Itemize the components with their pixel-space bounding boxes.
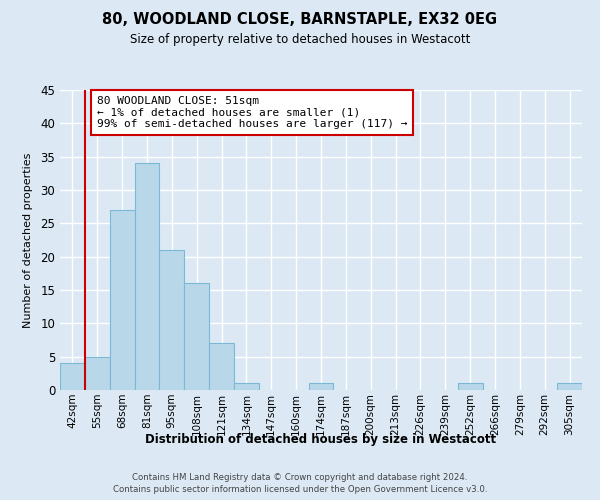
- Bar: [557, 384, 582, 390]
- Bar: [458, 384, 482, 390]
- Bar: [308, 384, 334, 390]
- Text: Size of property relative to detached houses in Westacott: Size of property relative to detached ho…: [130, 32, 470, 46]
- Bar: [234, 384, 259, 390]
- Bar: [60, 364, 85, 390]
- Text: 80 WOODLAND CLOSE: 51sqm
← 1% of detached houses are smaller (1)
99% of semi-det: 80 WOODLAND CLOSE: 51sqm ← 1% of detache…: [97, 96, 407, 129]
- Bar: [184, 284, 209, 390]
- Text: Contains HM Land Registry data © Crown copyright and database right 2024.: Contains HM Land Registry data © Crown c…: [132, 472, 468, 482]
- Bar: [134, 164, 160, 390]
- Bar: [209, 344, 234, 390]
- Text: 80, WOODLAND CLOSE, BARNSTAPLE, EX32 0EG: 80, WOODLAND CLOSE, BARNSTAPLE, EX32 0EG: [103, 12, 497, 28]
- Bar: [110, 210, 134, 390]
- Bar: [160, 250, 184, 390]
- Y-axis label: Number of detached properties: Number of detached properties: [23, 152, 34, 328]
- Text: Contains public sector information licensed under the Open Government Licence v3: Contains public sector information licen…: [113, 485, 487, 494]
- Bar: [85, 356, 110, 390]
- Text: Distribution of detached houses by size in Westacott: Distribution of detached houses by size …: [145, 432, 497, 446]
